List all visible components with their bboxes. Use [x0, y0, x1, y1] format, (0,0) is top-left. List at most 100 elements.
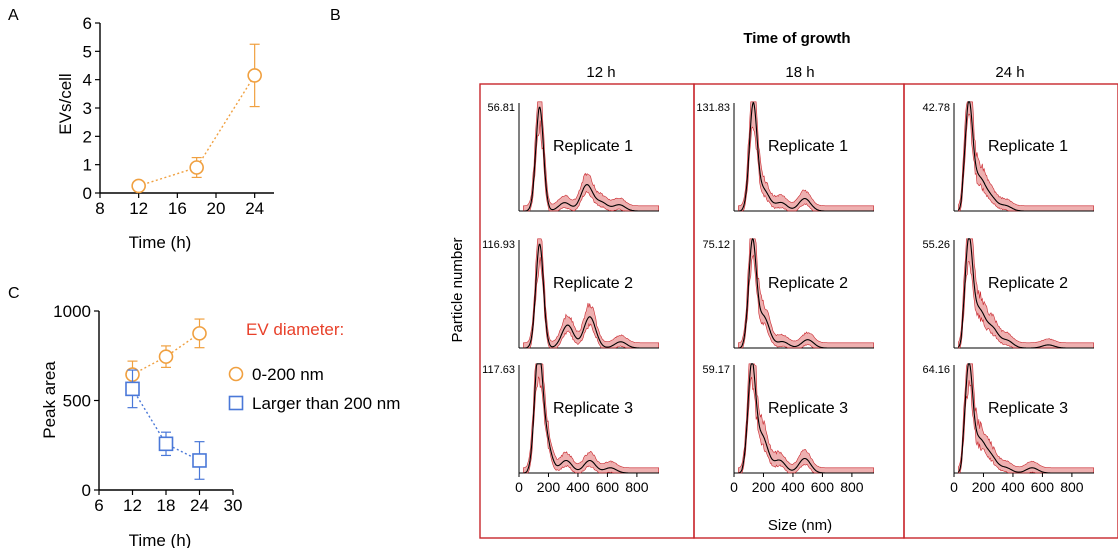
replicate-label: Replicate 1: [988, 138, 1068, 155]
panel-a-series-0-point: [131, 178, 146, 194]
panel-c-series-0-point: [158, 349, 174, 364]
size-distribution-plot: 56.81 Replicate 1: [487, 101, 660, 212]
panel-a-x-axis-label: Time (h): [129, 233, 192, 252]
panel-a-y-tick-label: 2: [83, 127, 92, 146]
plot-mean-line: [523, 243, 659, 349]
panel-c-x-tick-label: 18: [157, 496, 176, 515]
size-distribution-plot: 75.12 Replicate 2: [702, 237, 875, 349]
plot-mean-line: [957, 101, 1094, 212]
plot-y-max-label: 56.81: [487, 102, 515, 114]
plot-x-tick-label: 200: [752, 479, 776, 495]
plot-error-band: [958, 238, 1094, 349]
size-distribution-plot: 64.16 Replicate 3 0 200 400 600 800: [922, 363, 1094, 495]
plot-y-max-label: 117.63: [482, 364, 515, 376]
panel-c-legend-title: EV diameter:: [246, 320, 344, 339]
panel-c-chart: 6 12 18 24 30 0 500 1000 Time (h) Peak area EV …: [40, 302, 400, 548]
plot-x-tick-label: 400: [566, 479, 590, 495]
replicate-label: Replicate 3: [768, 400, 848, 417]
plot-x-tick-label: 600: [811, 479, 835, 495]
legend-label-0-200: 0-200 nm: [252, 365, 324, 384]
plot-x-tick-label: 200: [537, 479, 561, 495]
panel-c-x-tick-label: 6: [94, 496, 103, 515]
replicate-label: Replicate 1: [768, 138, 848, 155]
panel-c-x-tick-label: 30: [224, 496, 243, 515]
panel-c-series-0-point: [192, 326, 207, 341]
panel-letter-b: B: [330, 7, 341, 24]
replicate-label: Replicate 2: [988, 275, 1068, 292]
panel-c-x-tick-label: 24: [190, 496, 209, 515]
plot-x-tick-label: 600: [596, 479, 620, 495]
panel-b-chart: Time of growth 12 h 18 h 24 h 56.81 Repli…: [449, 30, 1118, 539]
panel-c-y-tick-label: 0: [82, 481, 91, 500]
size-distribution-plot: 42.78 Replicate 1: [922, 101, 1094, 212]
plot-x-tick-label: 0: [730, 479, 738, 495]
plot-x-tick-label: 0: [950, 479, 958, 495]
size-distribution-plot: 55.26 Replicate 2: [922, 238, 1094, 349]
plot-y-max-label: 59.17: [702, 364, 730, 376]
panel-letter-a: A: [8, 7, 19, 24]
plot-error-band: [958, 363, 1094, 474]
legend-entry-larger-200: Larger than 200 nm: [228, 394, 400, 413]
size-distribution-plot: 116.93 Replicate 2: [482, 238, 660, 349]
plot-y-max-label: 55.26: [922, 239, 950, 251]
plot-mean-line: [523, 106, 659, 212]
plot-x-tick-label: 400: [781, 479, 805, 495]
plot-y-max-label: 116.93: [482, 239, 515, 251]
panel-c-x-axis-label: Time (h): [129, 531, 192, 548]
panel-a-x-tick-label: 12: [129, 199, 148, 218]
panel-a-y-tick-label: 6: [83, 14, 92, 33]
panel-b-y-axis-label: Particle number: [449, 237, 466, 342]
replicate-label: Replicate 1: [553, 138, 633, 155]
panel-c-y-axis-label: Peak area: [40, 361, 59, 439]
legend-circle-marker: [228, 366, 244, 382]
panel-b-x-axis-label: Size (nm): [768, 517, 832, 534]
panel-c-x-tick-label: 12: [123, 496, 142, 515]
size-distribution-plot: 59.17 Replicate 3 0 200 400 600 800: [702, 363, 875, 495]
size-distribution-plot: 117.63 Replicate 3 0 200 400 600 800: [482, 363, 660, 495]
panel-c-series-1-point: [125, 381, 140, 397]
panel-c-y-tick-label: 500: [63, 392, 91, 411]
panel-a-y-tick-label: 1: [83, 156, 92, 175]
replicate-label: Replicate 3: [553, 400, 633, 417]
plot-x-tick-label: 600: [1031, 479, 1055, 495]
legend-square-marker: [228, 395, 244, 411]
legend-entry-0-200: 0-200 nm: [228, 365, 324, 384]
plot-y-max-label: 64.16: [922, 364, 950, 376]
plot-mean-line: [738, 101, 874, 212]
plot-error-band: [958, 101, 1094, 212]
plot-mean-line: [738, 237, 874, 349]
panel-c-series-1-point: [192, 453, 207, 468]
panel-a-series-0-point: [189, 160, 204, 175]
panel-a-y-tick-label: 3: [83, 99, 92, 118]
plot-y-max-label: 75.12: [702, 239, 730, 251]
panel-a-y-tick-label: 0: [83, 184, 92, 203]
panel-a-y-tick-label: 5: [83, 42, 92, 61]
replicate-label: Replicate 2: [768, 275, 848, 292]
column-label-24h: 24 h: [995, 64, 1024, 81]
panel-a-x-tick-label: 24: [245, 199, 264, 218]
plot-y-max-label: 42.78: [922, 102, 950, 114]
plot-x-tick-label: 400: [1001, 479, 1025, 495]
plot-mean-line: [957, 238, 1094, 349]
panel-a-y-tick-label: 4: [83, 71, 92, 90]
panel-c-y-tick-label: 1000: [53, 302, 91, 321]
plot-x-tick-label: 0: [515, 479, 523, 495]
panel-a-x-tick-label: 16: [168, 199, 187, 218]
panel-letter-c: C: [8, 285, 20, 302]
size-distribution-plot: 131.83 Replicate 1: [696, 101, 875, 212]
panel-a-y-axis-label: EVs/cell: [56, 73, 75, 134]
plot-error-band: [523, 363, 660, 474]
legend-label-larger-200: Larger than 200 nm: [252, 394, 400, 413]
panel-c-series-1-point: [158, 436, 174, 452]
replicate-label: Replicate 3: [988, 400, 1068, 417]
panel-b-title: Time of growth: [743, 30, 850, 47]
column-label-12h: 12 h: [586, 64, 615, 81]
plot-mean-line: [957, 363, 1094, 474]
replicate-label: Replicate 2: [553, 275, 633, 292]
plot-x-tick-label: 800: [840, 479, 864, 495]
plot-y-max-label: 131.83: [696, 102, 730, 114]
plot-x-tick-label: 200: [972, 479, 996, 495]
panel-a-series-0-point: [247, 68, 262, 83]
